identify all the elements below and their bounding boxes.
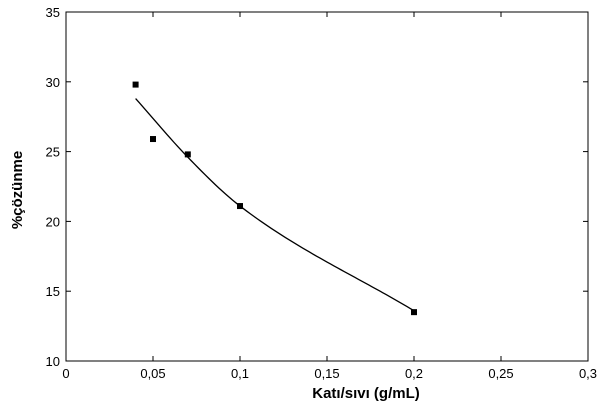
y-tick-label: 20 (46, 214, 60, 229)
x-axis-title: Katı/sıvı (g/mL) (312, 385, 420, 402)
plot-frame (65, 11, 589, 362)
y-axis-title: %çözünme (9, 151, 26, 229)
data-points-layer (132, 81, 417, 316)
fit-curve-layer (135, 98, 415, 312)
x-axis-ticks: 0 0,05 0,1 0,15 0,2 0,25 0,3 (62, 12, 597, 381)
x-tick-label: 0 (62, 366, 69, 381)
x-tick-label: 0,15 (314, 366, 339, 381)
y-tick-label: 15 (46, 284, 60, 299)
y-tick-label: 30 (46, 75, 60, 90)
data-point (150, 136, 156, 143)
y-tick-label: 25 (46, 145, 60, 160)
x-tick-label: 0,2 (405, 366, 423, 381)
fit-curve (135, 98, 415, 312)
data-point (184, 151, 191, 158)
data-point (237, 203, 243, 210)
y-tick-label: 35 (46, 5, 60, 20)
x-tick-label: 0,25 (488, 366, 513, 381)
y-axis-ticks: 10 15 20 25 30 35 (46, 5, 588, 369)
x-tick-label: 0,1 (231, 366, 249, 381)
x-tick-label: 0,3 (579, 366, 597, 381)
y-tick-label: 10 (46, 354, 60, 369)
data-point (411, 309, 417, 316)
x-tick-label: 0,05 (140, 366, 165, 381)
data-point (132, 81, 139, 88)
